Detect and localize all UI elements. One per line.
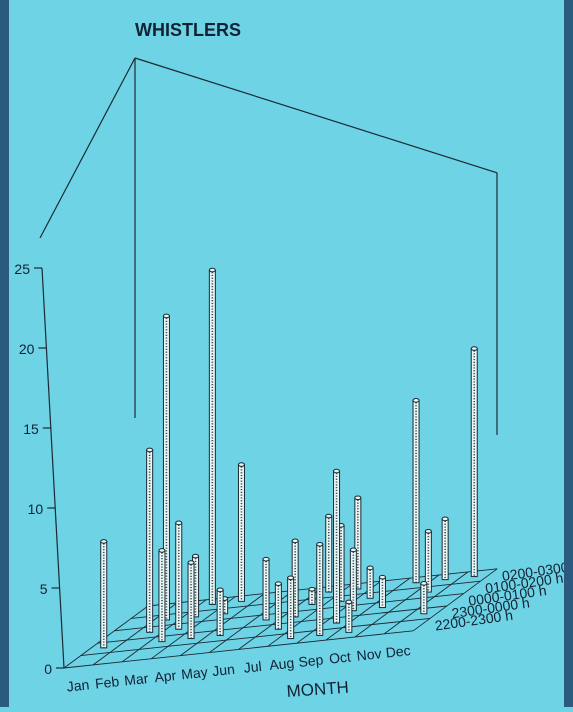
bar-cap [308,586,316,592]
bars [100,267,478,649]
x-tick-label: Sep [298,651,325,670]
bar-cap [274,581,282,586]
bar-cap [424,528,432,534]
bar-cap [366,565,374,571]
bar-cap [378,574,386,580]
bar-cap [187,560,195,565]
x-tick-label: Feb [94,673,120,691]
bar [208,267,216,605]
bar-cap [470,346,478,351]
bar [366,565,374,599]
x-tick-label: Mar [123,670,149,688]
bar [354,495,362,590]
bar-cap [287,575,295,581]
bar [237,462,245,602]
photo-frame-left [0,0,9,707]
y-tick-label: 25 [14,261,30,277]
bar-cap [441,516,449,522]
back-wall [39,57,498,435]
y-tick-label: 20 [19,341,35,357]
x-tick-label: May [180,664,208,683]
y-axis: 0 5 10 15 20 25 [14,261,65,677]
bar [274,581,282,630]
side-wall-top-edge [39,57,136,239]
bar-cap [146,447,154,453]
bar [216,587,224,636]
bar [175,520,183,630]
bar-cap [192,553,200,559]
x-tick-label: Oct [328,648,351,666]
bar [349,547,357,612]
bar-cap [291,538,299,544]
x-tick-label: Aug [268,655,294,674]
y-tick-label: 5 [40,581,48,597]
bar [308,586,316,605]
bar [287,575,295,640]
bar-cap [162,313,170,319]
bar-cap [354,495,362,501]
bar-cap [412,398,420,403]
bar-cap [216,587,224,593]
bar-cap [100,539,108,544]
bar [420,581,428,615]
x-tick-label: Jan [66,676,90,694]
bar-body [378,576,386,609]
bar-body [366,567,374,599]
bar [470,346,478,578]
bar [146,447,154,633]
bar [316,541,324,636]
bar [325,513,333,593]
x-tick-label: Jun [211,661,235,679]
x-axis-title: MONTH [286,678,350,701]
x-tick-label: Jul [243,658,262,676]
bar-body [237,464,245,602]
bar-cap [333,468,341,474]
bar-cap [316,541,324,547]
x-axis-tick-labels: Jan Feb Mar Apr May Jun Jul Aug Sep Oct Nov Dec [66,642,411,694]
y-tick-label: 10 [28,501,44,517]
bar [345,599,353,633]
bar [424,528,432,593]
bar [100,539,108,649]
bar [158,548,166,643]
x-tick-label: Apr [154,667,178,685]
bar-cap [237,462,245,467]
bar-cap [175,520,183,526]
bar [378,574,386,609]
bar [441,516,449,581]
y-axis-line [41,267,65,669]
floor-grid-line [325,577,411,641]
bar [262,556,270,621]
bar-cap [345,599,353,605]
bar-cap [349,547,357,553]
bar-body [420,582,428,615]
x-tick-label: Dec [385,642,411,661]
y-tick-label: 15 [23,421,39,437]
bar [187,560,195,640]
bar [333,468,341,624]
bar [162,313,170,621]
x-tick-label: Nov [356,645,382,664]
bar-cap [208,267,216,273]
bar-body [345,601,353,633]
y-tick-label: 0 [44,661,52,677]
bar-cap [420,581,428,586]
bar [412,398,420,584]
photo-frame-right [564,0,573,707]
chart-title: WHISTLERS [135,20,241,40]
wall-top-edge [134,57,498,174]
bar-cap [325,513,333,519]
floor-grid-line [412,568,498,632]
bar-cap [262,556,270,562]
bar-cap [158,548,166,553]
